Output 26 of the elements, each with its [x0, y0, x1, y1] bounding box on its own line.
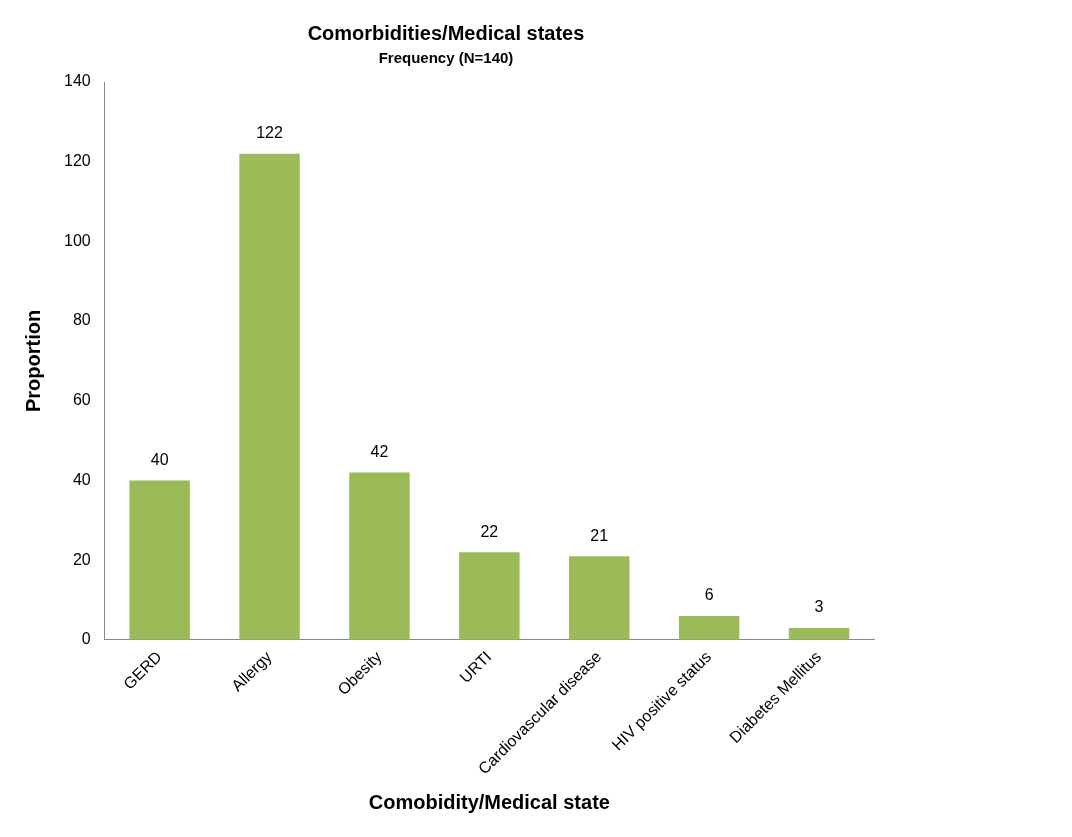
- bar: [788, 627, 850, 640]
- y-tick-label: 140: [63, 72, 91, 90]
- chart-subtitle: Frequency (N=140): [378, 49, 514, 67]
- y-tick-label: 120: [63, 152, 91, 170]
- bar: [129, 480, 190, 640]
- data-label: 40: [150, 450, 169, 468]
- data-label: 122: [256, 124, 283, 142]
- y-tick-label: 60: [72, 391, 91, 409]
- chart-title: Comorbidities/Medical states: [307, 21, 585, 44]
- data-label: 22: [480, 522, 499, 540]
- data-label: 21: [590, 526, 609, 544]
- data-label: 42: [370, 442, 389, 460]
- y-tick-label: 80: [72, 311, 91, 329]
- y-tick-label: 40: [72, 470, 91, 488]
- bar: [459, 552, 520, 640]
- x-axis-title: Comobidity/Medical state: [368, 790, 610, 813]
- bar: [349, 472, 410, 640]
- data-label: 6: [704, 586, 714, 604]
- y-tick-label: 20: [72, 550, 91, 568]
- bar: [569, 556, 630, 640]
- y-tick-label: 100: [63, 231, 91, 249]
- y-axis-title: Proportion: [21, 309, 44, 413]
- bar: [678, 615, 740, 640]
- bar: [239, 153, 300, 640]
- y-tick-label: 0: [81, 630, 91, 648]
- data-label: 3: [814, 598, 824, 616]
